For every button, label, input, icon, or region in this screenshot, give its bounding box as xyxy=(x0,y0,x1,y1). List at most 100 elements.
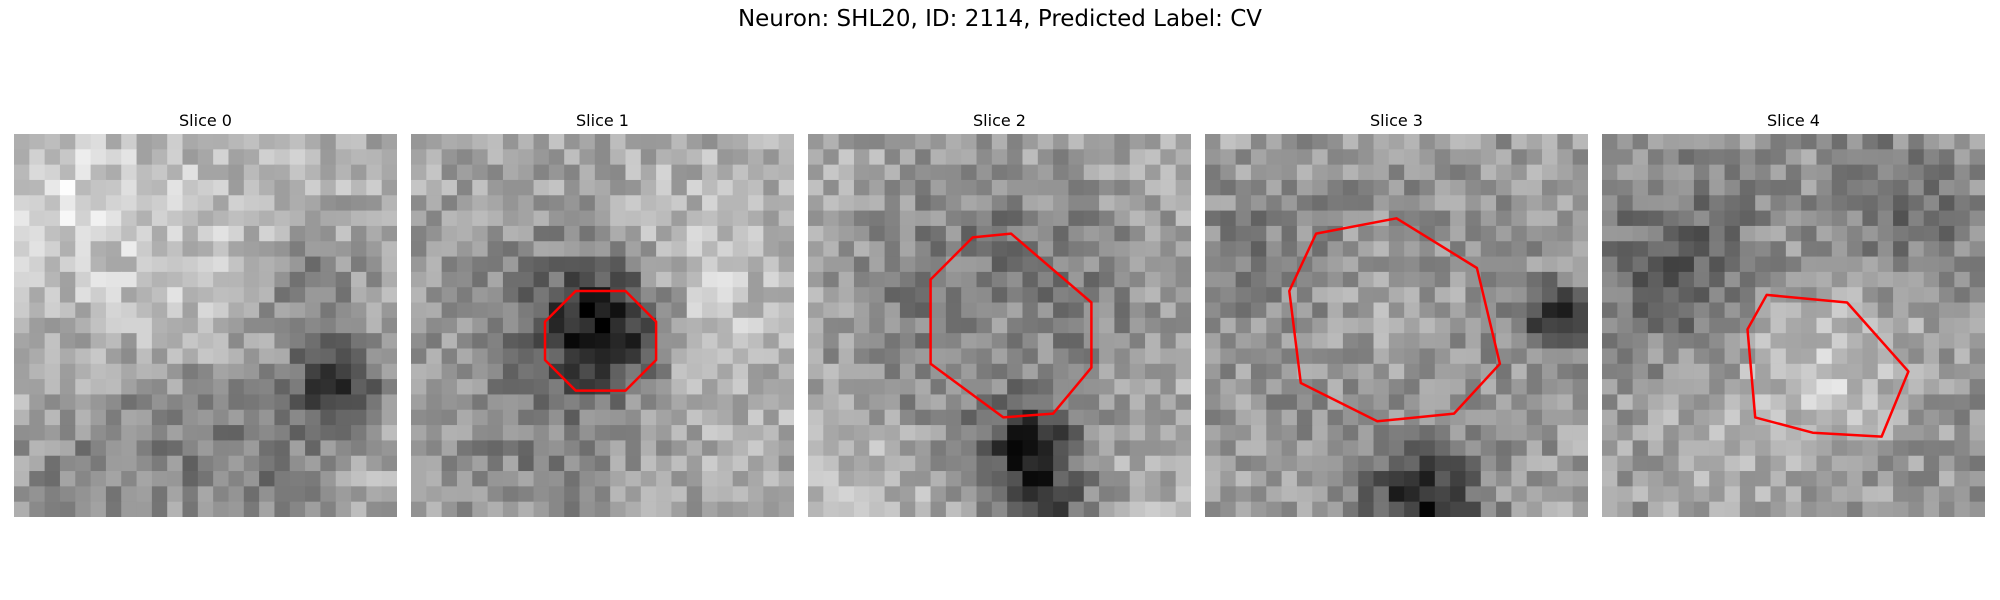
pixel xyxy=(579,225,596,242)
pixel xyxy=(1557,394,1574,411)
pixel xyxy=(1007,287,1024,304)
pixel xyxy=(44,379,61,396)
pixel xyxy=(1053,501,1070,517)
pixel xyxy=(717,409,734,426)
pixel xyxy=(105,394,122,411)
pixel xyxy=(44,287,61,304)
pixel xyxy=(366,486,383,503)
pixel xyxy=(1877,317,1894,334)
pixel xyxy=(1862,287,1879,304)
pixel xyxy=(243,317,260,334)
pixel xyxy=(1266,348,1283,365)
pixel xyxy=(915,317,932,334)
pixel xyxy=(1511,409,1528,426)
pixel xyxy=(213,379,230,396)
pixel xyxy=(14,363,30,380)
pixel xyxy=(1954,134,1971,150)
pixel xyxy=(1724,501,1741,517)
pixel xyxy=(1693,241,1710,258)
pixel xyxy=(105,164,122,181)
pixel xyxy=(1342,287,1359,304)
pixel xyxy=(381,333,397,350)
pixel xyxy=(228,348,245,365)
pixel xyxy=(1770,379,1787,396)
pixel xyxy=(1801,394,1818,411)
pixel xyxy=(1220,164,1237,181)
pixel xyxy=(411,241,427,258)
pixel xyxy=(1801,210,1818,227)
pixel xyxy=(29,241,46,258)
pixel xyxy=(1785,348,1802,365)
pixel xyxy=(1480,164,1497,181)
pixel xyxy=(671,501,688,517)
pixel xyxy=(289,409,306,426)
pixel xyxy=(671,164,688,181)
pixel xyxy=(1542,363,1558,380)
pixel xyxy=(702,210,718,227)
pixel xyxy=(533,302,550,319)
pixel xyxy=(381,471,397,487)
pixel xyxy=(1511,333,1528,350)
pixel xyxy=(1785,225,1802,242)
pixel xyxy=(808,348,824,365)
pixel xyxy=(1388,164,1405,181)
pixel xyxy=(1617,149,1634,166)
pixel xyxy=(351,425,367,441)
pixel xyxy=(778,256,794,273)
pixel xyxy=(1022,455,1039,472)
pixel xyxy=(487,471,504,487)
pixel xyxy=(381,287,397,304)
pixel xyxy=(1312,317,1329,334)
pixel xyxy=(1281,455,1298,472)
pixel xyxy=(594,164,611,181)
pixel xyxy=(259,195,276,212)
pixel xyxy=(1099,302,1115,319)
pixel xyxy=(1434,486,1451,503)
pixel xyxy=(228,486,245,503)
pixel xyxy=(1617,179,1634,196)
pixel xyxy=(1908,394,1925,411)
pixel xyxy=(44,225,61,242)
pixel xyxy=(426,149,443,166)
pixel xyxy=(1083,134,1100,150)
pixel xyxy=(1129,302,1146,319)
pixel xyxy=(351,179,367,196)
pixel xyxy=(656,179,673,196)
pixel xyxy=(1877,134,1894,150)
pixel xyxy=(1099,149,1115,166)
pixel xyxy=(1266,256,1283,273)
pixel xyxy=(594,317,611,334)
pixel xyxy=(1862,379,1879,396)
pixel xyxy=(1678,256,1695,273)
pixel xyxy=(1373,440,1390,457)
pixel xyxy=(1770,363,1787,380)
pixel xyxy=(853,134,870,150)
pixel xyxy=(945,501,962,517)
pixel xyxy=(1542,394,1558,411)
pixel xyxy=(1160,363,1177,380)
pixel xyxy=(1235,317,1252,334)
pixel xyxy=(182,471,199,487)
pixel xyxy=(1145,195,1161,212)
pixel xyxy=(1542,256,1558,273)
pixel xyxy=(366,287,383,304)
pixel xyxy=(778,348,794,365)
pixel xyxy=(1831,287,1848,304)
pixel xyxy=(487,501,504,517)
pixel xyxy=(808,317,824,334)
pixel xyxy=(1083,179,1100,196)
pixel xyxy=(1511,348,1528,365)
pixel xyxy=(564,333,581,350)
pixel xyxy=(1281,333,1298,350)
pixel xyxy=(441,256,458,273)
pixel xyxy=(748,256,764,273)
pixel xyxy=(182,409,199,426)
pixel xyxy=(1007,440,1024,457)
pixel xyxy=(1617,164,1634,181)
pixel xyxy=(1404,134,1421,150)
pixel xyxy=(1281,149,1298,166)
pixel xyxy=(1007,210,1024,227)
pixel xyxy=(14,317,30,334)
pixel xyxy=(197,425,214,441)
pixel xyxy=(274,363,291,380)
